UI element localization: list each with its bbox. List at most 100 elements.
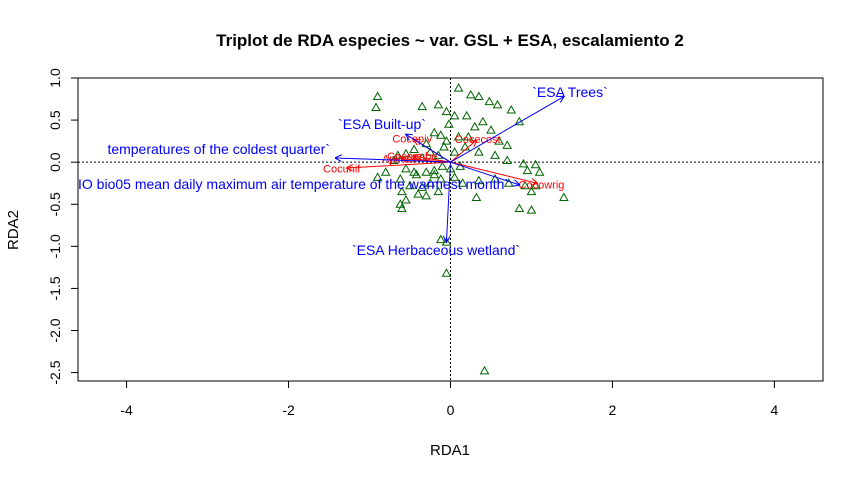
y-tick-label: -0.5 [47, 192, 63, 216]
species-arrow [347, 161, 451, 168]
species-label: Cocecost [455, 134, 501, 146]
site-point [473, 91, 484, 101]
site-point [492, 99, 503, 109]
site-point [463, 131, 474, 141]
env-label: `ESA Trees` [532, 84, 607, 100]
site-point [397, 203, 407, 212]
site-point [411, 169, 422, 179]
species-arrow [414, 156, 451, 163]
site-point [453, 131, 464, 141]
site-point [453, 83, 464, 92]
env-label: IO bio05 mean daily maximum air temperat… [78, 176, 509, 192]
y-axis: -2.5 -2.0 -1.5 -1.0 -0.5 0.0 0.5 1.0 [47, 68, 79, 385]
site-point [514, 203, 525, 212]
site-point [478, 116, 488, 126]
site-point [449, 172, 460, 181]
y-tick-label: -1.5 [47, 276, 63, 300]
y-tick-label: 1.0 [47, 68, 63, 88]
site-point [380, 167, 391, 176]
site-point [371, 102, 381, 111]
site-point [559, 192, 569, 202]
site-point [471, 192, 482, 202]
site-point [494, 136, 504, 145]
site-point [429, 169, 440, 179]
y-tick-label: -2.0 [47, 318, 63, 342]
site-point [469, 121, 480, 131]
site-point [518, 158, 529, 168]
env-label: `ESA Herbaceous wetland` [352, 242, 520, 258]
species-arrow [450, 161, 538, 183]
env-label: `ESA Built-up` [338, 116, 426, 132]
site-point [372, 172, 383, 181]
site-point [405, 180, 415, 190]
site-point [490, 173, 500, 183]
site-point [503, 178, 514, 187]
env-label: temperatures of the coldest quarter` [107, 141, 330, 157]
site-point [506, 104, 517, 114]
site-point [479, 365, 490, 375]
site-point [429, 127, 440, 137]
env-arrow [446, 162, 451, 242]
y-tick-label: 0.0 [47, 152, 63, 172]
site-point [393, 150, 403, 159]
site-point [461, 110, 472, 120]
x-axis: -4 -2 0 2 4 [120, 380, 779, 418]
site-point [437, 161, 448, 170]
site-point [401, 195, 411, 204]
site-point [484, 96, 495, 106]
site-point [417, 101, 428, 111]
site-point [502, 140, 513, 149]
site-point [530, 159, 541, 169]
species-label: Cocopiv [392, 133, 432, 145]
env-arrow [336, 158, 451, 163]
site-point [490, 150, 500, 159]
y-axis-label: RDA2 [5, 210, 22, 250]
x-axis-label: RDA1 [430, 442, 470, 459]
site-point [502, 155, 513, 164]
x-tick-label: 2 [609, 402, 617, 418]
site-point [522, 165, 533, 175]
site-point [372, 91, 383, 101]
site-point [409, 167, 419, 176]
y-tick-label: -1.0 [47, 234, 63, 258]
site-point [435, 234, 446, 244]
site-point [413, 189, 423, 198]
site-point [395, 173, 406, 183]
site-point [441, 136, 452, 145]
site-point [417, 182, 428, 191]
x-tick-label: -4 [120, 402, 133, 418]
site-point [397, 186, 407, 196]
site-point [421, 190, 432, 200]
site-point [520, 180, 530, 190]
env-arrow [450, 97, 564, 163]
site-point [433, 150, 444, 159]
x-tick-label: 4 [771, 402, 779, 418]
site-point [435, 130, 446, 139]
site-point [429, 165, 440, 175]
x-tick-label: -2 [282, 402, 295, 418]
site-point [534, 167, 545, 176]
site-point [444, 119, 454, 128]
site-point [473, 147, 484, 156]
species-label: Cocunif [323, 163, 361, 175]
species-arrow [450, 140, 477, 163]
species-label: Apilucli [382, 154, 417, 166]
site-point [526, 186, 537, 196]
site-point [441, 106, 452, 116]
site-point [409, 144, 419, 154]
site-point [449, 147, 460, 156]
site-point [526, 205, 537, 214]
site-point [486, 125, 496, 134]
site-point [435, 173, 446, 183]
env-arrows: `ESA Trees` `ESA Built-up` temperatures of… [78, 84, 608, 258]
site-point [439, 142, 449, 151]
x-tick-label: 0 [447, 402, 455, 418]
site-point [465, 89, 476, 99]
site-point [473, 175, 484, 185]
site-point [433, 99, 444, 109]
site-point [425, 178, 436, 187]
site-point [441, 268, 452, 277]
env-arrow [406, 134, 451, 163]
chart-title: Triplot de RDA especies ~ var. GSL + ESA… [216, 31, 684, 50]
species-label: Cocowrig [519, 179, 565, 191]
